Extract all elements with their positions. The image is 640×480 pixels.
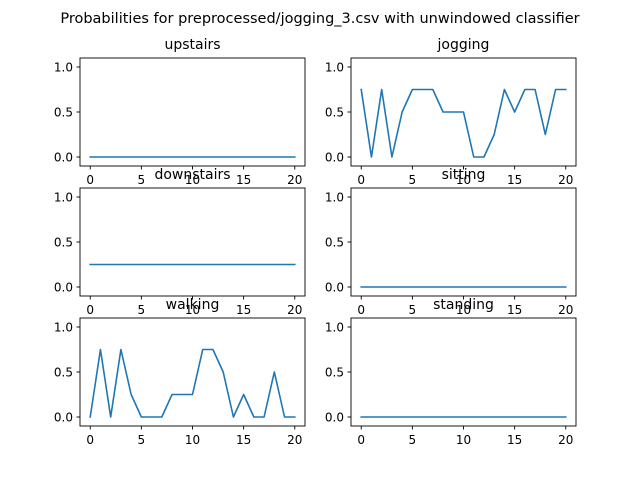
subplot-downstairs: 0 5 10 15 20 0.0 0.5 1.0 downstairs — [54, 167, 306, 317]
x-tick-label: 10 — [185, 433, 200, 447]
y-tick-label: 0.5 — [54, 105, 73, 119]
y-tick-label: 1.0 — [325, 60, 344, 74]
y-tick-label: 1.0 — [54, 320, 73, 334]
y-tick-label: 0.0 — [54, 410, 73, 424]
x-tick-label: 0 — [86, 173, 94, 187]
x-tick-label: 20 — [287, 303, 302, 317]
y-tick-label: 0.5 — [54, 365, 73, 379]
y-tick-label: 0.0 — [325, 150, 344, 164]
subplot-jogging: 0 5 10 15 20 0.0 0.5 1.0 jogging — [325, 37, 577, 187]
x-tick-label: 15 — [236, 173, 251, 187]
y-tick-label: 0.0 — [325, 410, 344, 424]
x-tick-label: 20 — [287, 173, 302, 187]
x-tick-label: 10 — [456, 173, 471, 187]
x-tick-label: 10 — [185, 173, 200, 187]
x-tick-label: 5 — [409, 173, 417, 187]
y-tick-label: 1.0 — [325, 320, 344, 334]
subplot-grid: 0 5 10 15 20 0.0 0.5 1.0 upstairs 0 5 10 15 20 0.0 0.5 1… — [54, 37, 577, 447]
axes-frame — [350, 317, 577, 427]
subplot-walking: 0 5 10 15 20 0.0 0.5 1.0 walking — [54, 297, 306, 447]
x-tick-label: 0 — [357, 173, 365, 187]
x-tick-label: 5 — [409, 303, 417, 317]
subplot-title: upstairs — [164, 37, 220, 53]
x-tick-label: 10 — [456, 433, 471, 447]
y-tick-label: 0.0 — [54, 280, 73, 294]
x-tick-label: 0 — [86, 303, 94, 317]
axes-frame — [350, 187, 577, 297]
subplot-standing: 0 5 10 15 20 0.0 0.5 1.0 standing — [325, 297, 577, 447]
x-tick-label: 5 — [138, 433, 146, 447]
y-tick-label: 1.0 — [54, 190, 73, 204]
x-tick-label: 0 — [86, 433, 94, 447]
y-tick-label: 0.5 — [325, 365, 344, 379]
x-tick-label: 15 — [507, 303, 522, 317]
subplot-sitting: 0 5 10 15 20 0.0 0.5 1.0 sitting — [325, 167, 577, 317]
x-tick-label: 20 — [558, 433, 573, 447]
x-tick-label: 20 — [558, 173, 573, 187]
subplot-title: walking — [166, 297, 220, 313]
axes-frame — [79, 57, 306, 167]
axes-frame — [79, 317, 306, 427]
y-tick-label: 0.5 — [54, 235, 73, 249]
y-tick-label: 1.0 — [325, 190, 344, 204]
x-tick-label: 0 — [357, 433, 365, 447]
y-tick-label: 1.0 — [54, 60, 73, 74]
subplot-title: standing — [433, 297, 494, 313]
x-tick-label: 15 — [236, 303, 251, 317]
subplot-title: downstairs — [154, 167, 230, 183]
x-tick-label: 5 — [409, 433, 417, 447]
x-tick-label: 10 — [456, 303, 471, 317]
x-tick-label: 10 — [185, 303, 200, 317]
series-line-walking — [89, 348, 296, 418]
x-tick-label: 15 — [507, 433, 522, 447]
subplot-title: jogging — [437, 37, 490, 53]
y-tick-label: 0.5 — [325, 105, 344, 119]
x-tick-label: 20 — [558, 303, 573, 317]
series-line-jogging — [360, 88, 567, 158]
x-tick-label: 5 — [138, 173, 146, 187]
axes-frame — [79, 187, 306, 297]
x-tick-label: 15 — [236, 433, 251, 447]
y-tick-label: 0.0 — [54, 150, 73, 164]
x-tick-label: 5 — [138, 303, 146, 317]
figure-suptitle: Probabilities for preprocessed/jogging_3… — [60, 11, 579, 27]
x-tick-label: 0 — [357, 303, 365, 317]
subplot-upstairs: 0 5 10 15 20 0.0 0.5 1.0 upstairs — [54, 37, 306, 187]
y-tick-label: 0.5 — [325, 235, 344, 249]
x-tick-label: 15 — [507, 173, 522, 187]
x-tick-label: 20 — [287, 433, 302, 447]
y-tick-label: 0.0 — [325, 280, 344, 294]
subplot-title: sitting — [442, 167, 486, 183]
